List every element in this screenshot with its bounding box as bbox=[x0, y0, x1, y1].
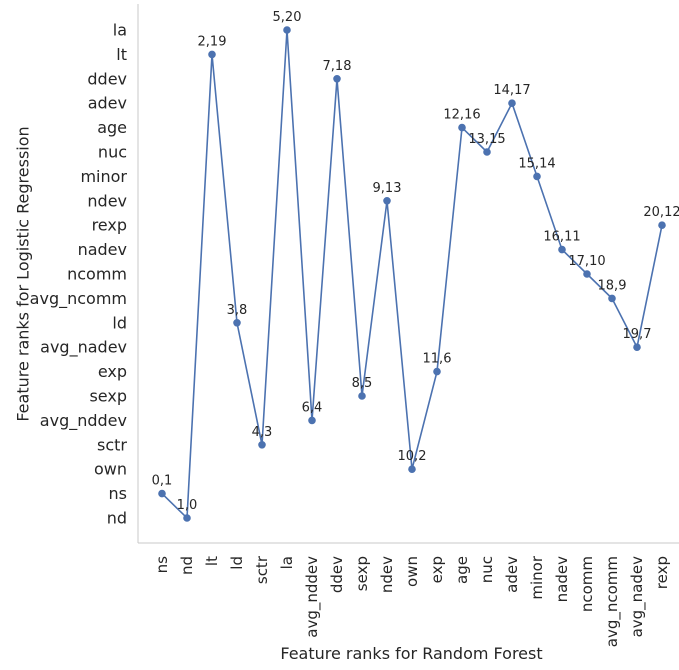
data-label: 11,6 bbox=[423, 352, 452, 367]
data-point bbox=[433, 367, 441, 376]
y-tick-label: rexp bbox=[92, 216, 127, 235]
data-point bbox=[633, 343, 641, 352]
data-point bbox=[408, 465, 416, 474]
data-point bbox=[308, 416, 316, 425]
x-tick-label: avg_nadev bbox=[628, 556, 647, 638]
data-label: 9,13 bbox=[373, 181, 402, 196]
data-point bbox=[383, 197, 391, 205]
y-tick-label: ncomm bbox=[67, 265, 127, 284]
x-tick-label: ddev bbox=[328, 556, 346, 593]
data-label: 18,9 bbox=[598, 278, 627, 293]
data-label: 8,5 bbox=[352, 376, 373, 391]
y-tick-label: nd bbox=[107, 509, 127, 528]
data-label: 2,19 bbox=[198, 34, 227, 49]
x-tick-label: ld bbox=[228, 556, 246, 570]
data-point bbox=[158, 489, 166, 498]
data-point bbox=[458, 123, 466, 132]
y-tick-label: avg_nddev bbox=[40, 411, 127, 431]
x-tick-label: ndev bbox=[378, 556, 396, 593]
data-points bbox=[158, 26, 666, 522]
data-labels: 0,1 1,0 2,19 3,8 4,3 5,20 6,4 7,18 8,5 9,13 10,2 11… bbox=[152, 10, 679, 513]
data-point bbox=[333, 75, 341, 83]
y-tick-label: age bbox=[97, 118, 127, 137]
x-tick-label: sexp bbox=[353, 556, 371, 591]
data-point bbox=[533, 172, 541, 181]
x-tick-label: lt bbox=[203, 556, 221, 566]
data-label: 13,15 bbox=[468, 132, 505, 147]
y-tick-label: avg_nadev bbox=[40, 338, 127, 358]
data-point bbox=[208, 50, 216, 59]
data-point bbox=[283, 26, 291, 34]
y-tick-label: nadev bbox=[78, 240, 127, 259]
data-label: 0,1 bbox=[152, 474, 173, 489]
x-tick-label: avg_ncomm bbox=[603, 556, 622, 647]
y-tick-label: minor bbox=[80, 167, 127, 186]
data-point bbox=[258, 441, 266, 449]
x-tick-label: own bbox=[403, 556, 421, 587]
data-label: 10,2 bbox=[398, 449, 427, 464]
x-tick-label: avg_nddev bbox=[303, 556, 322, 638]
data-point bbox=[558, 245, 566, 254]
y-tick-label: ddev bbox=[87, 69, 127, 88]
data-point bbox=[608, 294, 616, 303]
x-tick-label: minor bbox=[528, 555, 546, 599]
data-point bbox=[508, 99, 516, 107]
data-point bbox=[583, 270, 591, 278]
y-tick-label: ns bbox=[109, 484, 127, 503]
data-label: 7,18 bbox=[323, 59, 352, 74]
x-tick-label: rexp bbox=[653, 556, 671, 589]
data-label: 12,16 bbox=[443, 108, 480, 123]
y-tick-label: avg_ncomm bbox=[30, 289, 127, 309]
x-tick-label: la bbox=[278, 556, 296, 569]
data-label: 5,20 bbox=[273, 10, 302, 25]
y-tick-label: own bbox=[94, 460, 127, 479]
x-tick-label: age bbox=[453, 556, 471, 584]
y-tick-label: la bbox=[113, 21, 127, 40]
y-tick-label: adev bbox=[88, 94, 127, 113]
data-label: 3,8 bbox=[227, 303, 248, 318]
y-tick-label: nuc bbox=[98, 143, 127, 162]
x-tick-label: nadev bbox=[553, 556, 571, 602]
data-label: 4,3 bbox=[252, 425, 273, 440]
data-label: 6,4 bbox=[302, 400, 323, 415]
data-point bbox=[358, 392, 366, 400]
y-tick-label: ndev bbox=[87, 191, 127, 210]
x-tick-label: ncomm bbox=[578, 556, 596, 612]
y-tick-label: sexp bbox=[89, 387, 127, 406]
data-label: 19,7 bbox=[623, 327, 652, 342]
y-axis-title: Feature ranks for Logistic Regression bbox=[14, 126, 33, 421]
data-point bbox=[183, 514, 191, 522]
data-point bbox=[233, 319, 241, 327]
x-tick-label: nuc bbox=[478, 556, 496, 583]
x-tick-labels: ns nd lt ld sctr la avg_nddev ddev sexp ndev own ex… bbox=[153, 555, 671, 647]
data-label: 17,10 bbox=[568, 254, 605, 269]
data-label: 1,0 bbox=[177, 498, 198, 513]
data-point bbox=[483, 148, 491, 156]
x-tick-label: adev bbox=[503, 556, 521, 593]
y-tick-label: exp bbox=[98, 362, 127, 381]
x-tick-label: exp bbox=[428, 556, 446, 583]
data-label: 15,14 bbox=[518, 156, 555, 171]
x-axis-title: Feature ranks for Random Forest bbox=[280, 644, 542, 663]
y-tick-label: ld bbox=[112, 313, 127, 332]
y-tick-labels: nd ns own sctr avg_nddev sexp exp avg_nadev ld av… bbox=[30, 21, 128, 528]
y-tick-label: lt bbox=[116, 45, 127, 64]
x-tick-label: sctr bbox=[253, 555, 271, 584]
x-tick-label: ns bbox=[153, 556, 171, 574]
y-tick-label: sctr bbox=[97, 435, 127, 454]
data-label: 20,12 bbox=[643, 205, 679, 220]
data-label: 14,17 bbox=[493, 83, 530, 98]
data-point bbox=[658, 221, 666, 229]
x-tick-label: nd bbox=[178, 556, 196, 575]
data-label: 16,11 bbox=[543, 230, 580, 245]
